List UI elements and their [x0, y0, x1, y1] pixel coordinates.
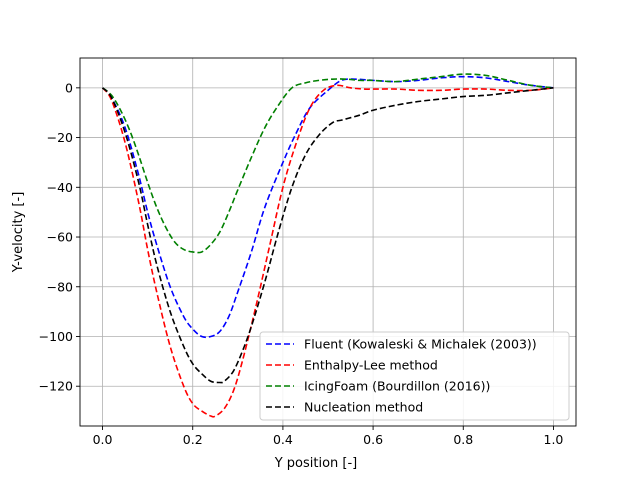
legend-label-3: IcingFoam (Bourdillon (2016))	[304, 379, 490, 394]
y-tick-label: −100	[39, 329, 73, 344]
series-line-2	[101, 84, 554, 418]
x-tick-label: 0.6	[363, 432, 383, 447]
x-tick-label: 0.4	[273, 432, 293, 447]
y-tick-label: 0	[65, 80, 73, 95]
y-tick-label: −80	[47, 279, 73, 294]
series-lines	[101, 73, 554, 418]
series-line-1	[101, 75, 554, 339]
x-axis-ticks: 0.0 0.2 0.4 0.6 0.8 1.0	[93, 426, 564, 447]
legend-label-2: Enthalpy-Lee method	[304, 358, 438, 373]
x-tick-label: 0.2	[183, 432, 203, 447]
y-tick-label: −20	[47, 130, 73, 145]
x-axis-label: Y position [-]	[274, 456, 358, 471]
series-line-4	[101, 87, 554, 384]
x-tick-label: 0.0	[93, 432, 113, 447]
y-tick-label: −40	[47, 180, 73, 195]
x-tick-label: 1.0	[544, 432, 564, 447]
legend: Fluent (Kowaleski & Michalek (2003)) Enth…	[259, 331, 570, 421]
x-tick-label: 0.8	[453, 432, 473, 447]
series-line-3	[102, 73, 554, 254]
plot-area-frame	[79, 57, 577, 427]
y-axis-label: Y-velocity [-]	[11, 192, 26, 274]
y-tick-label: −120	[39, 379, 73, 394]
y-axis-ticks: 0 −20 −40 −60 −80 −100 −120	[39, 80, 80, 394]
y-tick-label: −60	[47, 230, 73, 245]
legend-label-1: Fluent (Kowaleski & Michalek (2003))	[304, 337, 537, 352]
legend-box	[259, 331, 570, 421]
legend-label-4: Nucleation method	[304, 400, 423, 415]
